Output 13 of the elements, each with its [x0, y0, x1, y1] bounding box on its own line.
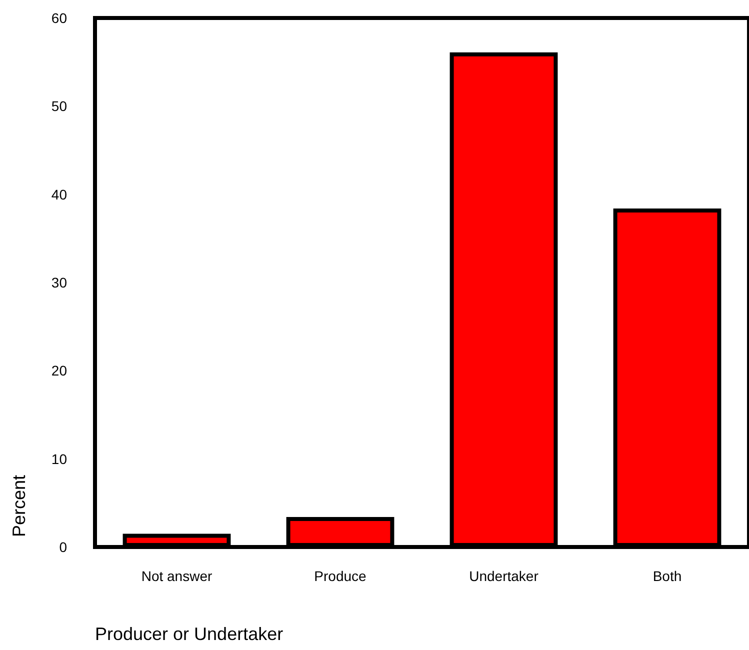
y-tick-label: 50: [51, 98, 68, 114]
y-tick-label: 20: [51, 362, 68, 379]
y-tick-label: 60: [51, 10, 68, 26]
y-tick-label: 30: [51, 274, 68, 290]
y-axis-title: Percent: [9, 474, 29, 538]
x-tick-label: Undertaker: [469, 568, 539, 584]
x-tick-label: Both: [652, 568, 682, 584]
y-tick-label: 40: [51, 186, 68, 202]
y-tick-label: 0: [59, 539, 68, 555]
x-tick-label: Not answer: [141, 568, 212, 584]
x-axis-title: Producer or Undertaker: [95, 624, 284, 644]
y-tick-label: 10: [51, 450, 68, 467]
x-tick-label: Produce: [314, 568, 367, 584]
